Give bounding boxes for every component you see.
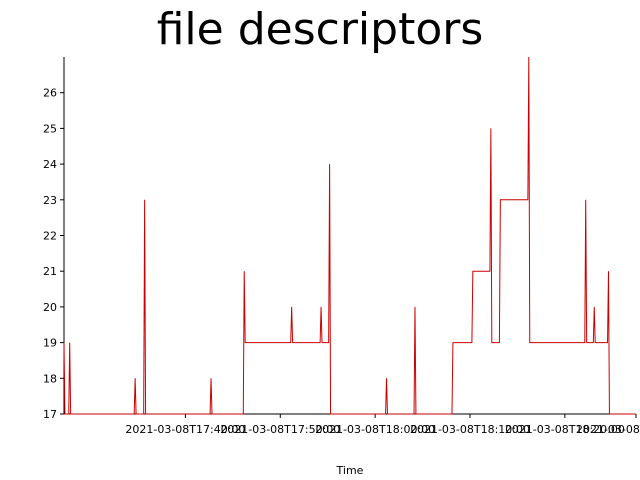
x-tick-label: 2021-03-08T17:40:00 (125, 423, 245, 436)
y-tick-label: 17 (43, 408, 57, 421)
x-tick-label: 2021-03-08T18:00:00 (315, 423, 435, 436)
y-tick-label: 20 (43, 301, 57, 314)
y-tick-label: 22 (43, 230, 57, 243)
y-axis: 17 18 19 20 21 22 23 24 25 26 (43, 57, 65, 421)
x-tick-label: 2021-03-08T18:20:00 (505, 423, 625, 436)
series-line (63, 56, 636, 415)
x-axis: 2021-03-08T17:40:002021-03-08T17:50:0020… (64, 413, 640, 436)
y-tick-label: 25 (43, 122, 57, 135)
chart-title: file descriptors (157, 4, 484, 55)
x-tick-label: 2021-03-08T18:10:00 (410, 423, 530, 436)
y-tick-label: 26 (43, 87, 57, 100)
x-tick-label: 2021-03-08T17:50:00 (220, 423, 340, 436)
plot-area (63, 56, 636, 415)
y-tick-label: 24 (43, 158, 57, 171)
y-tick-label: 23 (43, 194, 57, 207)
x-tick-label: 2021-03-08T18:30:00 (576, 423, 640, 436)
x-axis-label: Time (336, 464, 364, 477)
y-tick-label: 21 (43, 265, 57, 278)
y-tick-label: 19 (43, 337, 57, 350)
y-tick-label: 18 (43, 372, 57, 385)
